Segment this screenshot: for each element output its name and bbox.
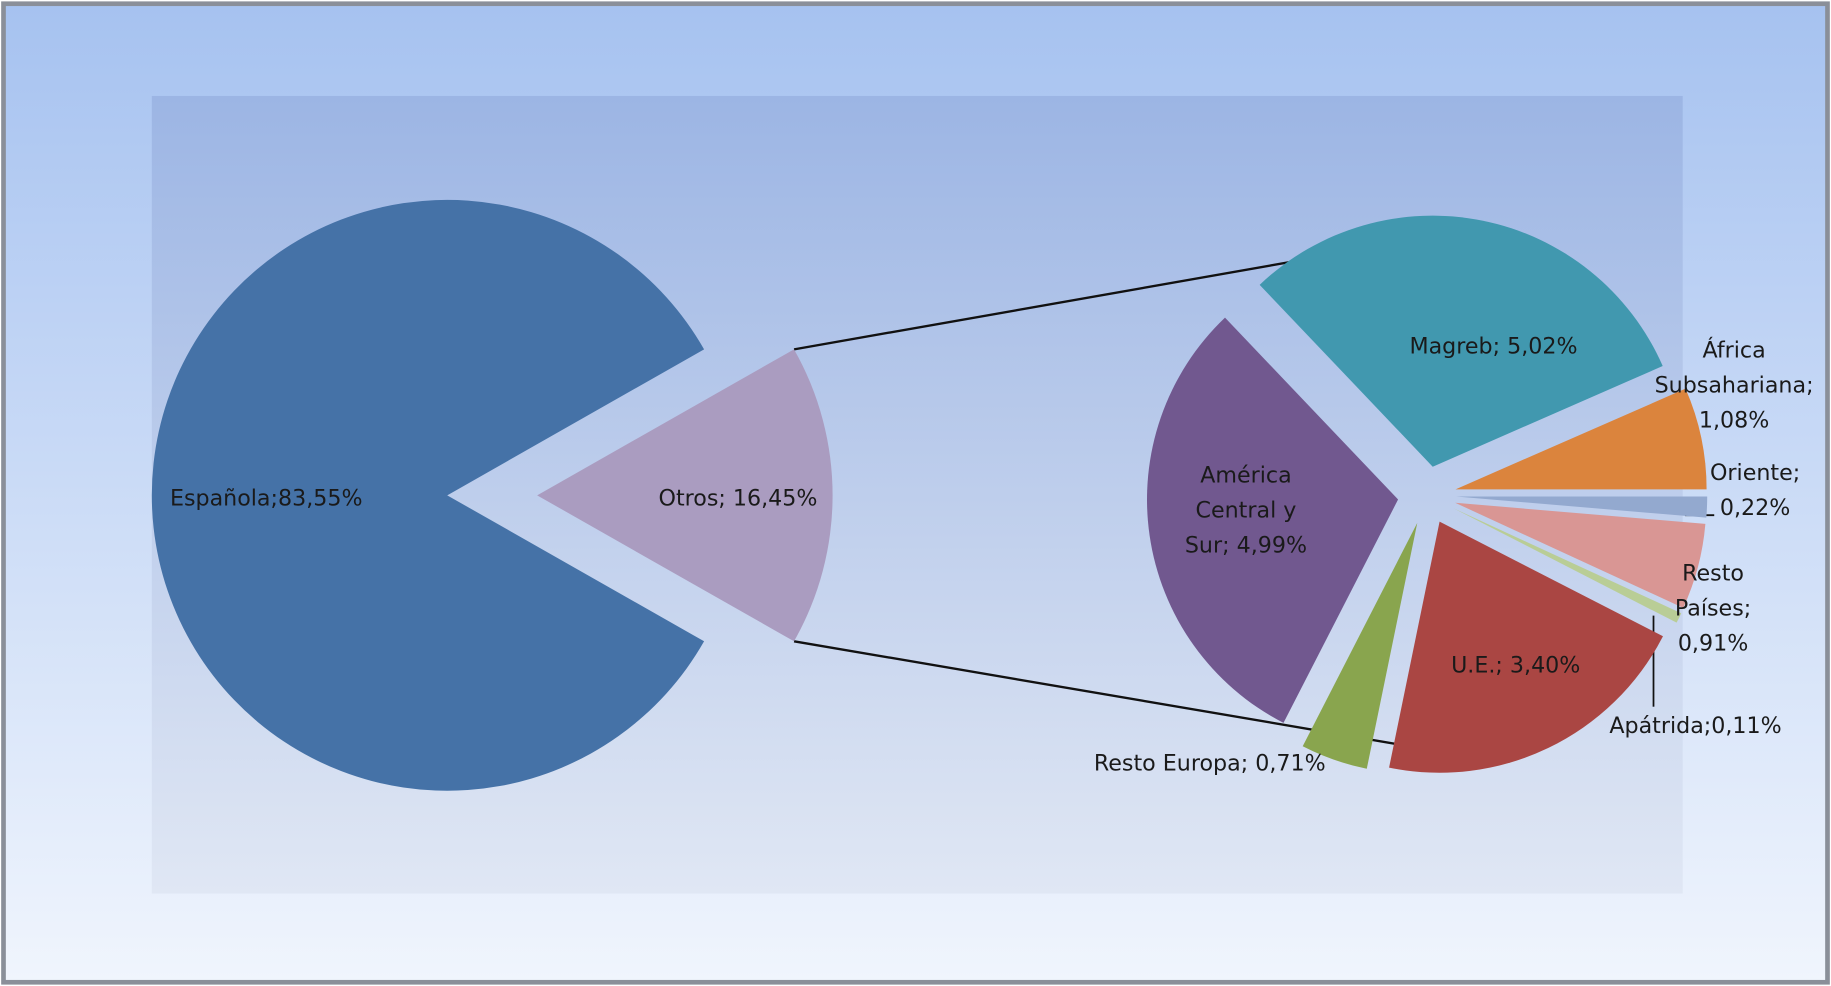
- pie-slice: [537, 349, 833, 642]
- pie-slice: [1455, 388, 1707, 490]
- pie-slice: [1453, 508, 1682, 623]
- data-label: Oriente; 0,22%: [1710, 460, 1800, 521]
- pie-slice: [1302, 522, 1418, 769]
- data-label: Otros; 16,45%: [659, 485, 818, 511]
- pie-slice: [1455, 502, 1706, 608]
- data-label: U.E.; 3,40%: [1451, 652, 1580, 678]
- data-label: África Subsahariana; 1,08%: [1655, 335, 1814, 433]
- data-label: América Central y Sur; 4,99%: [1185, 462, 1307, 558]
- connector-line: [793, 640, 1404, 747]
- data-label: Resto Países; 0,91%: [1675, 560, 1751, 656]
- data-label: Resto Europa; 0,71%: [1094, 750, 1326, 776]
- pie-slice: [1389, 521, 1663, 773]
- pie-slice: [151, 199, 705, 791]
- pie-slice: [1147, 317, 1399, 723]
- pie-slice: [1259, 215, 1663, 467]
- data-label: Apátrida;0,11%: [1609, 713, 1781, 739]
- data-label: Magreb; 5,02%: [1409, 334, 1577, 360]
- pie-slice: [1456, 496, 1708, 518]
- data-label: Española;83,55%: [170, 485, 363, 511]
